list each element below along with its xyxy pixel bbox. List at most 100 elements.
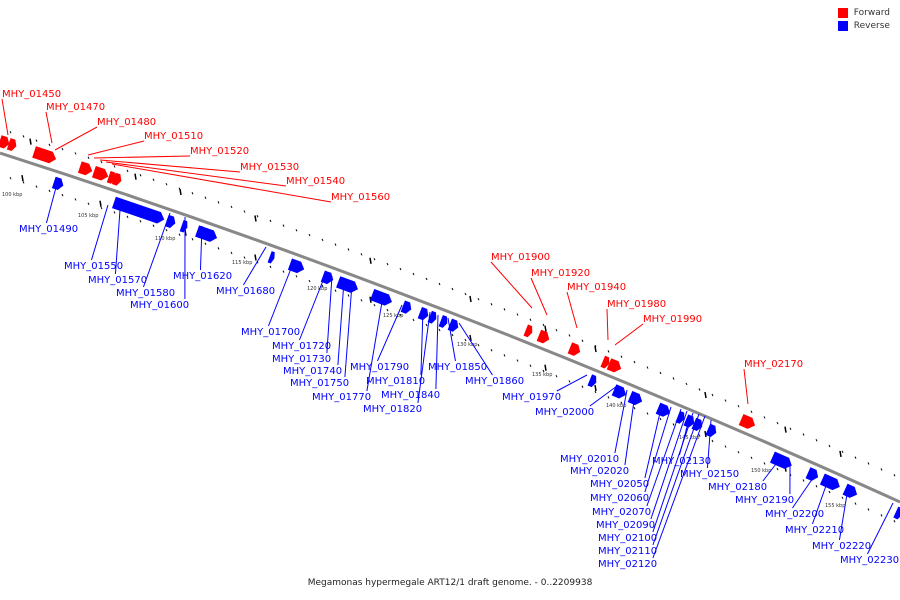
outer-dot-tick [243, 210, 246, 213]
inner-dot-tick [607, 396, 610, 399]
major-tick [469, 295, 472, 303]
legend-item-forward: Forward [837, 8, 890, 18]
outer-dot-tick [867, 462, 870, 465]
inner-dot-tick [594, 390, 597, 394]
forward-gene-glyph [6, 138, 17, 152]
forward-gene-glyph [600, 355, 610, 369]
inner-dot-tick [477, 343, 480, 347]
inner-dot-tick [334, 289, 337, 292]
major-tick [254, 254, 257, 261]
forward-leader-line [54, 126, 98, 151]
outer-dot-tick [776, 421, 779, 425]
outer-dot-tick [633, 360, 636, 364]
reverse-leader-line [646, 408, 682, 507]
outer-dot-tick [672, 377, 675, 380]
reverse-gene-label: MHY_01850 [428, 362, 487, 373]
forward-leader-line [614, 323, 644, 346]
inner-dot-tick [464, 338, 467, 342]
reverse-gene-glyph [705, 423, 717, 437]
forward-leader-line [87, 140, 145, 156]
reverse-leader-line [435, 314, 439, 390]
scale-tick-label: 130 kbp [457, 342, 477, 348]
major-tick [544, 364, 547, 371]
inner-dot-tick [35, 185, 38, 188]
forward-leader-line [99, 159, 241, 173]
inner-dot-tick [880, 514, 883, 517]
major-tick [594, 345, 597, 353]
inner-dot-tick [698, 434, 701, 437]
forward-gene-label: MHY_01450 [2, 89, 61, 100]
inner-dot-tick [633, 406, 636, 410]
backbone [0, 151, 900, 504]
outer-dot-tick [256, 214, 259, 218]
outer-dot-tick [74, 152, 77, 155]
inner-dot-tick [165, 228, 168, 232]
inner-dot-tick [425, 323, 428, 327]
reverse-gene-label: MHY_01700 [241, 327, 300, 338]
reverse-gene-label: MHY_01620 [173, 271, 232, 282]
inner-dot-tick [542, 369, 545, 373]
reverse-gene-glyph [627, 390, 643, 406]
inner-dot-tick [152, 224, 155, 227]
reverse-gene-glyph [842, 483, 858, 498]
forward-gene-label: MHY_01530 [240, 162, 299, 173]
major-tick [99, 200, 102, 207]
outer-dot-tick [152, 178, 155, 181]
legend-item-reverse: Reverse [837, 21, 890, 31]
reverse-leader-line [838, 487, 849, 541]
outer-dot-tick [490, 303, 493, 306]
forward-gene-glyph [738, 414, 756, 429]
outer-dot-tick [282, 224, 285, 227]
outer-dot-tick [22, 135, 25, 138]
outer-dot-tick [659, 371, 662, 375]
outer-dot-tick [35, 139, 38, 142]
reverse-leader-line [366, 295, 384, 392]
reverse-gene-label: MHY_02210 [785, 525, 844, 536]
inner-dot-tick [451, 333, 454, 337]
outer-dot-tick [126, 169, 129, 173]
reverse-gene-label: MHY_02190 [735, 495, 794, 506]
inner-dot-tick [776, 467, 779, 471]
major-tick [704, 391, 707, 399]
inner-dot-tick [763, 462, 766, 465]
inner-dot-tick [113, 211, 116, 214]
reverse-leader-line [644, 403, 663, 479]
forward-gene-glyph [111, 172, 122, 186]
reverse-gene-glyph [51, 176, 64, 191]
outer-dot-tick [386, 262, 389, 266]
reverse-gene-label: MHY_02010 [560, 454, 619, 465]
inner-dot-tick [620, 401, 623, 404]
reverse-gene-label: MHY_01840 [381, 390, 440, 401]
inner-dot-tick [386, 308, 389, 312]
inner-dot-tick [516, 359, 519, 362]
major-tick [704, 430, 707, 438]
forward-gene-label: MHY_01990 [643, 314, 702, 325]
scale-tick-label: 140 kbp [606, 403, 626, 409]
outer-dot-tick [529, 318, 532, 321]
outer-dot-tick [9, 130, 12, 134]
reverse-leader-line [650, 410, 688, 520]
forward-gene-label: MHY_01940 [567, 282, 626, 293]
reverse-leader-line [344, 283, 353, 378]
reverse-gene-glyph [400, 300, 412, 314]
inner-dot-tick [503, 354, 506, 357]
inner-dot-tick [841, 496, 844, 500]
reverse-leader-line [644, 406, 672, 493]
reverse-gene-glyph [819, 473, 840, 491]
reverse-gene-label: MHY_02120 [598, 559, 657, 570]
forward-gene-glyph [536, 329, 550, 344]
outer-dot-tick [464, 292, 467, 296]
outer-dot-tick [620, 355, 623, 358]
major-tick [544, 325, 547, 332]
forward-gene-glyph [106, 170, 116, 184]
outer-dot-tick [685, 382, 688, 386]
reverse-leader-line [458, 322, 493, 376]
inner-dot-tick [490, 349, 493, 352]
outer-dot-tick [217, 201, 220, 204]
reverse-leader-line [867, 502, 894, 555]
reverse-gene-label: MHY_02220 [812, 541, 871, 552]
reverse-leader-line [624, 393, 636, 466]
reverse-gene-label: MHY_01720 [272, 341, 331, 352]
reverse-gene-label: MHY_01680 [216, 286, 275, 297]
